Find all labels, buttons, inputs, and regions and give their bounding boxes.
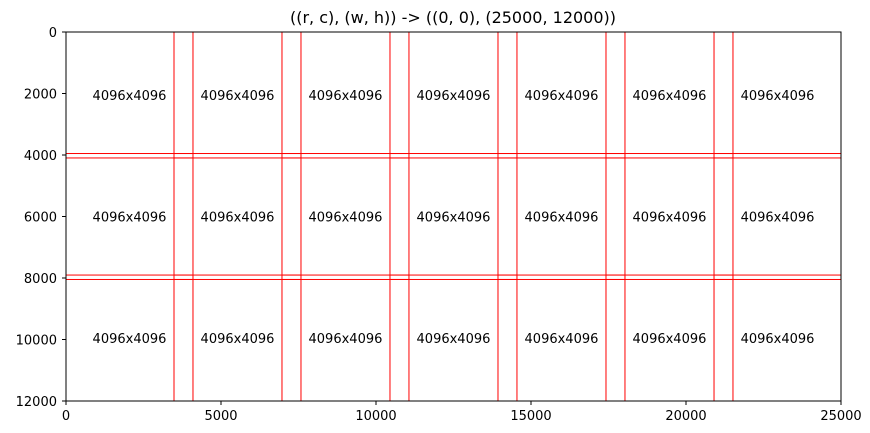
tile-label-14: 4096x4096 <box>93 332 167 347</box>
tile-label-6: 4096x4096 <box>741 89 815 104</box>
tile-label-19: 4096x4096 <box>633 332 707 347</box>
chart-title: ((r, c), (w, h)) -> ((0, 0), (25000, 120… <box>290 8 616 27</box>
tile-label-9: 4096x4096 <box>309 211 383 226</box>
y-tick-label-4: 8000 <box>24 272 57 287</box>
tile-label-2: 4096x4096 <box>309 89 383 104</box>
tile-rect-9 <box>281 153 410 280</box>
tile-label-5: 4096x4096 <box>633 89 707 104</box>
y-tick-label-6: 12000 <box>16 395 57 410</box>
tile-label-18: 4096x4096 <box>525 332 599 347</box>
tile-label-1: 4096x4096 <box>201 89 275 104</box>
tiles-layer <box>65 31 842 402</box>
x-tick-label-2: 10000 <box>355 409 396 424</box>
y-tick-label-1: 2000 <box>24 88 57 103</box>
tile-label-4: 4096x4096 <box>525 89 599 104</box>
tile-label-11: 4096x4096 <box>525 211 599 226</box>
tile-label-8: 4096x4096 <box>201 211 275 226</box>
x-tick-label-3: 15000 <box>510 409 551 424</box>
tile-rect-10 <box>389 153 518 280</box>
y-tick-label-2: 4000 <box>24 149 57 164</box>
tile-rect-11 <box>497 153 626 280</box>
tile-label-17: 4096x4096 <box>417 332 491 347</box>
tile-label-15: 4096x4096 <box>201 332 275 347</box>
tile-label-20: 4096x4096 <box>741 332 815 347</box>
x-tick-label-4: 20000 <box>665 409 706 424</box>
tile-label-0: 4096x4096 <box>93 89 167 104</box>
y-tick-label-5: 10000 <box>16 334 57 349</box>
tile-rect-12 <box>605 153 734 280</box>
y-axis: 0 2000 4000 6000 8000 10000 12000 <box>16 26 66 410</box>
tile-labels-layer: 4096x4096 4096x4096 4096x4096 4096x4096 4096… <box>93 89 815 347</box>
tile-label-16: 4096x4096 <box>309 332 383 347</box>
tile-rect-8 <box>173 153 302 280</box>
tile-label-12: 4096x4096 <box>633 211 707 226</box>
x-axis: 0 5000 10000 15000 20000 25000 <box>62 401 862 424</box>
x-tick-label-5: 25000 <box>820 409 861 424</box>
x-tick-label-1: 5000 <box>204 409 237 424</box>
x-tick-label-0: 0 <box>62 409 70 424</box>
y-tick-label-0: 0 <box>49 26 57 41</box>
tile-label-13: 4096x4096 <box>741 211 815 226</box>
tile-label-3: 4096x4096 <box>417 89 491 104</box>
y-tick-label-3: 6000 <box>24 211 57 226</box>
tile-label-10: 4096x4096 <box>417 211 491 226</box>
tile-label-7: 4096x4096 <box>93 211 167 226</box>
